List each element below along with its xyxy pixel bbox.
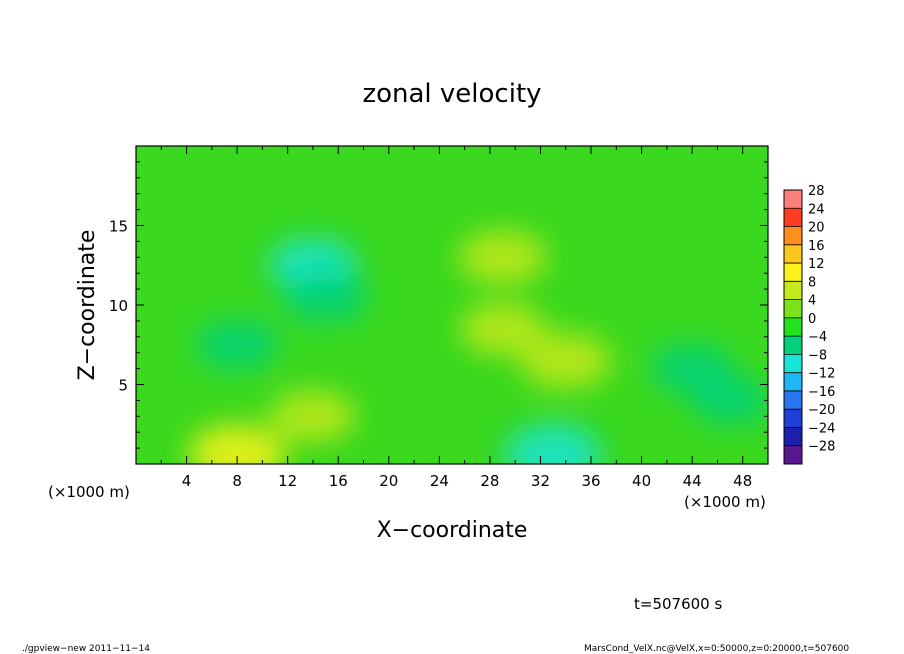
colorbar-swatch — [784, 390, 802, 410]
y-axis: 5 10 15 — [109, 161, 768, 449]
colorbar: −28 −24 −20 −16 −12 −8 −4 0 4 8 12 16 20 24 28 — [783, 184, 835, 465]
x-axis-label: X−coordinate — [377, 518, 528, 543]
colorbar-label: 20 — [808, 221, 825, 236]
x-unit-left: (×1000 m) — [48, 483, 130, 501]
plot-area — [136, 146, 768, 464]
colorbar-swatch — [784, 317, 802, 337]
colorbar-swatch — [784, 372, 802, 391]
y-tick-label: 15 — [109, 218, 128, 236]
field-feature-3 — [519, 332, 612, 389]
x-axis: 4 8 12 16 20 24 28 32 36 40 44 48 — [160, 146, 752, 490]
colorbar-swatch — [784, 208, 802, 227]
y-tick-label: 5 — [118, 377, 128, 395]
colorbar-swatch — [784, 226, 802, 245]
time-label: t=507600 s — [634, 595, 722, 613]
colorbar-label: −24 — [808, 421, 835, 436]
colorbar-label: −20 — [808, 403, 835, 418]
x-tick-label: 36 — [581, 472, 600, 490]
colorbar-swatch — [784, 427, 802, 446]
field-feature-2 — [458, 230, 548, 285]
colorbar-label: 28 — [808, 184, 825, 199]
field-feature-4 — [459, 302, 546, 355]
colorbar-label: 16 — [808, 239, 825, 254]
colorbar-label: −4 — [808, 330, 827, 345]
colorbar-label: −16 — [808, 385, 835, 400]
colorbar-swatch — [784, 281, 802, 300]
field-feature-8 — [195, 319, 279, 370]
colorbar-label: −12 — [808, 367, 835, 382]
x-unit-right: (×1000 m) — [684, 493, 766, 511]
field-feature-0 — [188, 424, 287, 464]
x-tick-label: 40 — [632, 472, 651, 490]
colorbar-swatch — [784, 354, 802, 373]
colorbar-swatch — [784, 445, 802, 464]
y-axis-label: Z−coordinate — [75, 230, 100, 381]
field-feature-1 — [504, 424, 603, 464]
x-tick-label: 48 — [733, 472, 752, 490]
x-tick-label: 16 — [329, 472, 348, 490]
field-feature-10 — [690, 376, 768, 425]
colorbar-swatch — [784, 299, 802, 318]
y-tick-label: 10 — [109, 297, 128, 315]
field-background — [136, 146, 768, 464]
x-tick-label: 12 — [278, 472, 297, 490]
colorbar-label: 8 — [808, 275, 816, 290]
colorbar-swatch — [784, 190, 802, 209]
colorbar-swatch — [784, 336, 802, 355]
colorbar-label: 24 — [808, 202, 825, 217]
footer-right: MarsCond_VelX.nc@VelX,x=0:50000,z=0:2000… — [584, 644, 849, 654]
x-tick-label: 20 — [379, 472, 398, 490]
field-feature-5 — [269, 390, 356, 443]
footer-left: ./gpview−new 2011−11−14 — [22, 644, 150, 654]
x-tick-label: 32 — [531, 472, 550, 490]
colorbar-label: −8 — [808, 348, 827, 363]
colorbar-label: 12 — [808, 257, 825, 272]
x-tick-label: 24 — [430, 472, 449, 490]
field-feature-7 — [282, 271, 369, 324]
colorbar-swatch — [784, 244, 802, 264]
colorbar-label: 0 — [808, 312, 816, 327]
x-tick-label: 44 — [683, 472, 702, 490]
x-tick-label: 8 — [232, 472, 242, 490]
chart-title: zonal velocity — [362, 79, 541, 109]
colorbar-swatch — [784, 263, 802, 282]
x-tick-label: 28 — [480, 472, 499, 490]
colorbar-swatch — [784, 409, 802, 428]
colorbar-label: 4 — [808, 294, 816, 309]
x-tick-label: 4 — [182, 472, 192, 490]
colorbar-label: −28 — [808, 440, 835, 455]
